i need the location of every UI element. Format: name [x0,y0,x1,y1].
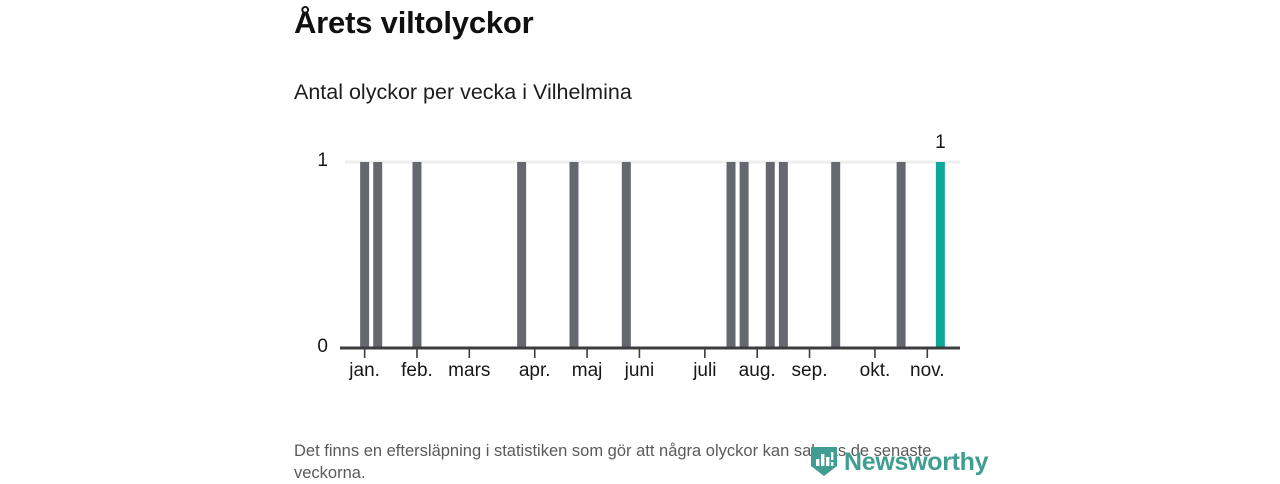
x-axis-tick-label: juli [693,360,717,381]
axis-group [340,346,960,358]
x-axis-tick-label: mars [448,360,491,381]
bar-chart-shield-icon [811,447,837,476]
x-axis-tick-label: feb. [401,360,433,381]
bar [831,162,841,348]
bar [765,162,775,348]
bar [517,162,527,348]
chart-footnote: Det finns en eftersläpning i statistiken… [294,442,932,482]
chart-subtitle: Antal olyckor per vecka i Vilhelmina [294,80,632,104]
bar-highlighted [935,162,945,348]
newsworthy-logo-text: Newsworthy [844,447,989,476]
bar [778,162,788,348]
x-axis-tick-label: apr. [518,360,551,381]
bar [621,162,631,348]
bar [373,162,383,348]
bar [569,162,579,348]
x-axis-tick-label: nov. [910,360,945,381]
bar [360,162,370,348]
bar [412,162,422,348]
x-axis-tick-label: aug. [738,360,776,381]
bar-group [360,162,945,348]
x-axis-tick-label: maj [571,360,603,381]
x-axis-tick-label: juni [624,360,655,381]
newsworthy-logo: Newsworthy [810,446,989,477]
x-axis-tick-labels: jan. feb. mars apr. maj juni juli aug. sep. okt. n… [340,360,965,386]
y-axis-tick-0: 0 [317,336,328,357]
bar [739,162,749,348]
x-axis-tick-label: okt. [859,360,891,381]
bar [896,162,906,348]
page-title: Årets viltolyckor [294,5,534,40]
bar [726,162,736,348]
bar-value-label: 1 [935,132,946,153]
x-axis-tick-label: sep. [791,360,828,381]
y-axis-tick-1: 1 [317,150,328,171]
x-axis-tick-label: jan. [349,360,380,381]
